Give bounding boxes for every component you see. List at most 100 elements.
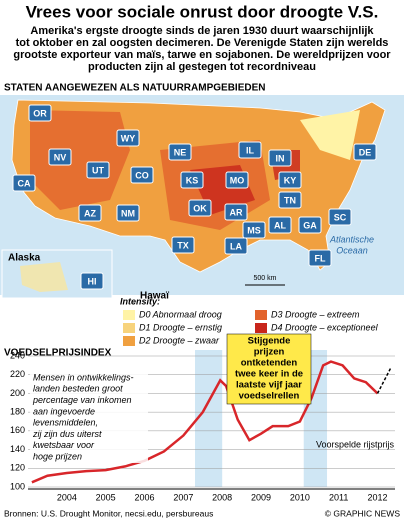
state-box [268,149,292,167]
state-label: MO [230,175,245,185]
state-box [278,171,302,189]
state-box [238,141,262,159]
state-box [48,148,72,166]
state-box [12,174,36,192]
state-box [80,272,104,290]
legend-label: D1 Droogte – ernstig [139,322,222,332]
note-line: levensmiddelen, [33,418,98,428]
state-box [78,204,102,222]
y-tick-label: 200 [10,388,25,398]
state-label: CO [135,170,149,180]
state-box [225,171,249,189]
legend-swatch [123,310,135,320]
ocean-label: Atlantische [329,234,374,244]
state-box [242,221,266,239]
legend-swatch [123,336,135,346]
ocean-label: Oceaan [336,245,368,255]
state-label: IN [276,153,285,163]
note-line: kwetsbaar voor [33,440,95,450]
x-tick-label: 2012 [368,492,388,502]
legend-label: D3 Droogte – extreem [271,309,360,319]
y-tick-label: 180 [10,407,25,417]
state-label: OR [33,108,47,118]
series-line [31,360,379,484]
state-box [328,208,352,226]
highlight-band [194,350,223,487]
state-box [353,143,377,161]
state-label: NM [121,208,135,218]
legend-label: D0 Abnormaal droog [139,309,222,319]
state-label: TN [284,195,296,205]
subtitle-line: tot oktober en zal oogsten decimeren. De… [16,37,389,49]
state-box [268,216,292,234]
callout-line: prijzen [254,347,285,358]
y-tick-label: 100 [10,481,25,491]
x-tick-label: 2011 [329,492,348,502]
title: Vrees voor sociale onrust door droogte V… [26,2,379,21]
subtitle-line: grootste exporteur van maïs, tarwe en so… [13,49,391,61]
x-tick-label: 2004 [57,492,77,502]
note-line: landen besteden groot [33,384,123,394]
state-box [116,204,140,222]
credit: © GRAPHIC NEWS [325,508,401,518]
state-label: UT [92,165,104,175]
callout-line: twee keer in de [235,369,303,380]
x-tick-label: 2008 [212,492,232,502]
state-label: SC [334,212,347,222]
state-label: CA [18,178,31,188]
state-label: LA [230,241,242,251]
y-tick-label: 120 [10,463,25,473]
legend-label: D2 Droogte – zwaar [139,335,220,345]
alaska-label: Alaska [8,253,41,264]
state-label: KY [284,175,297,185]
state-box [224,237,248,255]
state-label: IL [246,145,255,155]
forecast-label: Voorspelde rijstprijs [316,439,395,449]
y-tick-label: 140 [10,444,25,454]
state-label: MS [247,225,261,235]
series-line [376,366,392,394]
note-bg [30,371,148,463]
alaska-shape [20,262,68,292]
state-label: HI [88,276,97,286]
state-label: AR [230,207,243,217]
subtitle-line: Amerika's ergste droogte sinds de jaren … [30,25,374,37]
x-tick-label: 2010 [290,492,310,502]
state-label: FL [315,253,326,263]
y-axis-label: VOEDSELPRIJSINDEX [4,348,112,359]
note-line: Mensen in ontwikkelings- [33,372,134,382]
callout-line: Stijgende [248,336,291,347]
state-box [130,166,154,184]
legend-swatch [123,323,135,333]
source: Bronnen: U.S. Drought Monitor, necsi.edu… [4,508,213,518]
y-tick-label: 220 [10,369,25,379]
legend-title: Intensity: [120,296,160,306]
y-tick-label: 160 [10,425,25,435]
x-tick-label: 2007 [173,492,193,502]
note-line: hoge prijzen [33,451,82,461]
note-line: percentage van inkomen [32,395,132,405]
state-label: NE [174,147,187,157]
state-label: AZ [84,208,96,218]
state-label: NV [54,152,67,162]
legend-label: D4 Droogte – exceptioneel [271,322,379,332]
state-box [278,191,302,209]
state-label: GA [303,220,317,230]
legend-swatch [255,323,267,333]
y-tick-label: 240 [10,350,25,360]
map-title: STATEN AANGEWEZEN ALS NATUURRAMPGEBIEDEN [4,83,265,94]
state-box [171,236,195,254]
drought-area-light [300,110,360,160]
state-box [298,216,322,234]
state-label: DE [359,147,372,157]
state-box [308,249,332,267]
state-label: AL [274,220,286,230]
subtitle-line: producten zijn al gestegen tot recordniv… [88,61,316,73]
legend-swatch [255,310,267,320]
callout-box [226,333,312,405]
x-tick-label: 2006 [134,492,154,502]
x-tick-label: 2009 [251,492,271,502]
state-box [116,129,140,147]
state-box [86,161,110,179]
